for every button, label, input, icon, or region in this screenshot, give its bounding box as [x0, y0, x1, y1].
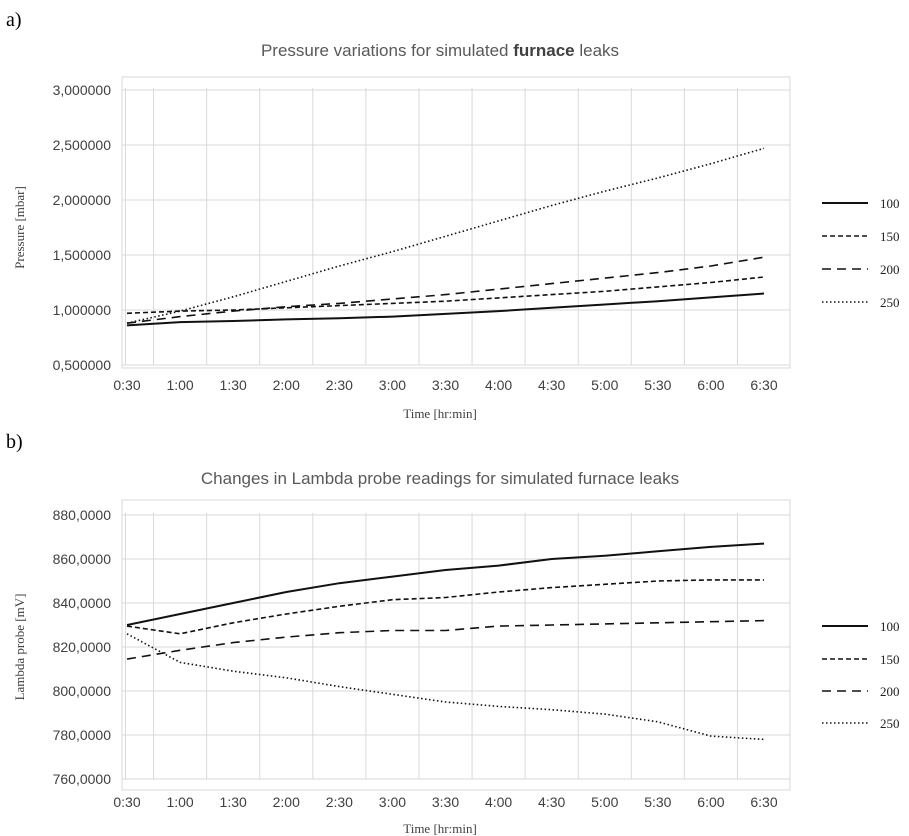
chart-frame [121, 76, 791, 369]
x-tick-label: 1:30 [220, 377, 247, 393]
chart-title-part: leaks [575, 41, 619, 60]
series-line-200 [126, 256, 765, 324]
x-tick-label: 0:30 [113, 794, 140, 810]
x-axis-label: Time [hr:min] [403, 821, 477, 836]
y-tick-label: 800,0000 [53, 683, 112, 699]
series-line-200 [126, 619, 765, 660]
chart-title: Pressure variations for simulated furnac… [261, 41, 619, 60]
y-tick-label: 840,0000 [53, 595, 112, 611]
x-tick-label: 3:00 [379, 377, 406, 393]
series-line-250 [126, 633, 765, 741]
y-tick-label: 780,0000 [53, 727, 112, 743]
x-tick-label: 4:30 [538, 377, 565, 393]
y-axis-label: Lambda probe [mV] [12, 594, 27, 701]
x-tick-label: 5:00 [591, 794, 618, 810]
x-tick-label: 6:30 [750, 377, 777, 393]
y-tick-label: 3,000000 [53, 82, 112, 98]
chart-frame [121, 499, 791, 791]
y-tick-label: 760,0000 [53, 771, 112, 787]
legend-label-200: 200 [880, 684, 900, 699]
chart-title-part: Changes in Lambda probe readings for sim… [201, 469, 679, 488]
x-tick-label: 1:00 [166, 794, 193, 810]
legend-label-100: 100 [880, 619, 900, 634]
legend-label-150: 150 [880, 229, 900, 244]
lambda-chart: Changes in Lambda probe readings for sim… [12, 469, 900, 836]
legend-label-250: 250 [880, 295, 900, 310]
series-line-250 [126, 147, 765, 324]
x-tick-label: 6:30 [750, 794, 777, 810]
y-tick-label: 880,0000 [53, 507, 112, 523]
series-line-100 [126, 292, 765, 327]
x-tick-label: 3:00 [379, 794, 406, 810]
legend-label-250: 250 [880, 716, 900, 731]
y-tick-label: 2,000000 [53, 192, 112, 208]
y-axis-label: Pressure [mbar] [12, 186, 27, 269]
x-tick-label: 2:00 [273, 377, 300, 393]
y-tick-label: 1,000000 [53, 302, 112, 318]
x-tick-label: 1:30 [220, 794, 247, 810]
x-tick-label: 2:30 [326, 794, 353, 810]
x-tick-label: 4:30 [538, 794, 565, 810]
x-tick-label: 1:00 [166, 377, 193, 393]
legend-label-150: 150 [880, 652, 900, 667]
x-tick-label: 4:00 [485, 794, 512, 810]
panel-label-b: b) [6, 431, 23, 453]
x-tick-label: 0:30 [113, 377, 140, 393]
y-tick-label: 1,500000 [53, 247, 112, 263]
chart-title: Changes in Lambda probe readings for sim… [201, 469, 679, 488]
y-tick-label: 2,500000 [53, 137, 112, 153]
series-line-150 [126, 579, 764, 635]
legend-label-200: 200 [880, 262, 900, 277]
y-tick-label: 860,0000 [53, 551, 112, 567]
x-tick-label: 6:00 [697, 377, 724, 393]
x-tick-label: 2:30 [326, 377, 353, 393]
x-tick-label: 5:30 [644, 794, 671, 810]
x-tick-label: 3:30 [432, 377, 459, 393]
x-tick-label: 5:30 [644, 377, 671, 393]
y-tick-label: 0,500000 [53, 357, 112, 373]
x-tick-label: 4:00 [485, 377, 512, 393]
chart-title-part: Pressure variations for simulated [261, 41, 513, 60]
panel-label-a: a) [6, 9, 22, 31]
pressure-chart: Pressure variations for simulated furnac… [12, 41, 900, 421]
series-line-150 [126, 276, 765, 315]
legend-label-100: 100 [880, 196, 900, 211]
x-tick-label: 2:00 [273, 794, 300, 810]
chart-title-bold: furnace [513, 41, 574, 60]
series-line-100 [126, 542, 765, 626]
x-tick-label: 3:30 [432, 794, 459, 810]
x-axis-label: Time [hr:min] [403, 406, 477, 421]
x-tick-label: 5:00 [591, 377, 618, 393]
y-tick-label: 820,0000 [53, 639, 112, 655]
x-tick-label: 6:00 [697, 794, 724, 810]
